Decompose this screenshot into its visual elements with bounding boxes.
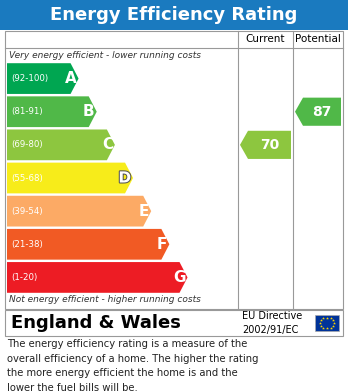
Text: EU Directive
2002/91/EC: EU Directive 2002/91/EC bbox=[242, 310, 302, 335]
Polygon shape bbox=[7, 196, 151, 226]
Text: The energy efficiency rating is a measure of the
overall efficiency of a home. T: The energy efficiency rating is a measur… bbox=[7, 339, 259, 391]
Text: (92-100): (92-100) bbox=[11, 74, 48, 83]
Text: Potential: Potential bbox=[295, 34, 341, 45]
Text: G: G bbox=[173, 270, 185, 285]
Text: 87: 87 bbox=[312, 105, 332, 119]
Text: E: E bbox=[139, 204, 149, 219]
Text: 70: 70 bbox=[260, 138, 279, 152]
Text: A: A bbox=[65, 71, 77, 86]
Text: (69-80): (69-80) bbox=[11, 140, 42, 149]
Polygon shape bbox=[7, 129, 115, 160]
Bar bbox=[5, 31, 343, 309]
Text: D: D bbox=[118, 170, 131, 185]
Bar bbox=[0, 0, 348, 30]
Polygon shape bbox=[7, 63, 79, 94]
Polygon shape bbox=[7, 163, 133, 194]
Text: (39-54): (39-54) bbox=[11, 206, 42, 216]
Polygon shape bbox=[295, 98, 341, 126]
Text: B: B bbox=[83, 104, 95, 119]
Text: (55-68): (55-68) bbox=[11, 174, 43, 183]
Text: England & Wales: England & Wales bbox=[11, 314, 181, 332]
Text: C: C bbox=[102, 137, 113, 152]
Text: F: F bbox=[157, 237, 167, 252]
Polygon shape bbox=[240, 131, 291, 159]
Text: (81-91): (81-91) bbox=[11, 107, 42, 116]
Polygon shape bbox=[7, 229, 169, 260]
Bar bbox=[315, 315, 339, 331]
Text: Not energy efficient - higher running costs: Not energy efficient - higher running co… bbox=[9, 296, 201, 305]
Bar bbox=[5, 310, 343, 336]
Text: Energy Efficiency Rating: Energy Efficiency Rating bbox=[50, 6, 298, 24]
Polygon shape bbox=[7, 96, 97, 127]
Polygon shape bbox=[7, 262, 188, 293]
Text: (1-20): (1-20) bbox=[11, 273, 37, 282]
Text: (21-38): (21-38) bbox=[11, 240, 43, 249]
Text: Current: Current bbox=[246, 34, 285, 45]
Text: Very energy efficient - lower running costs: Very energy efficient - lower running co… bbox=[9, 52, 201, 61]
